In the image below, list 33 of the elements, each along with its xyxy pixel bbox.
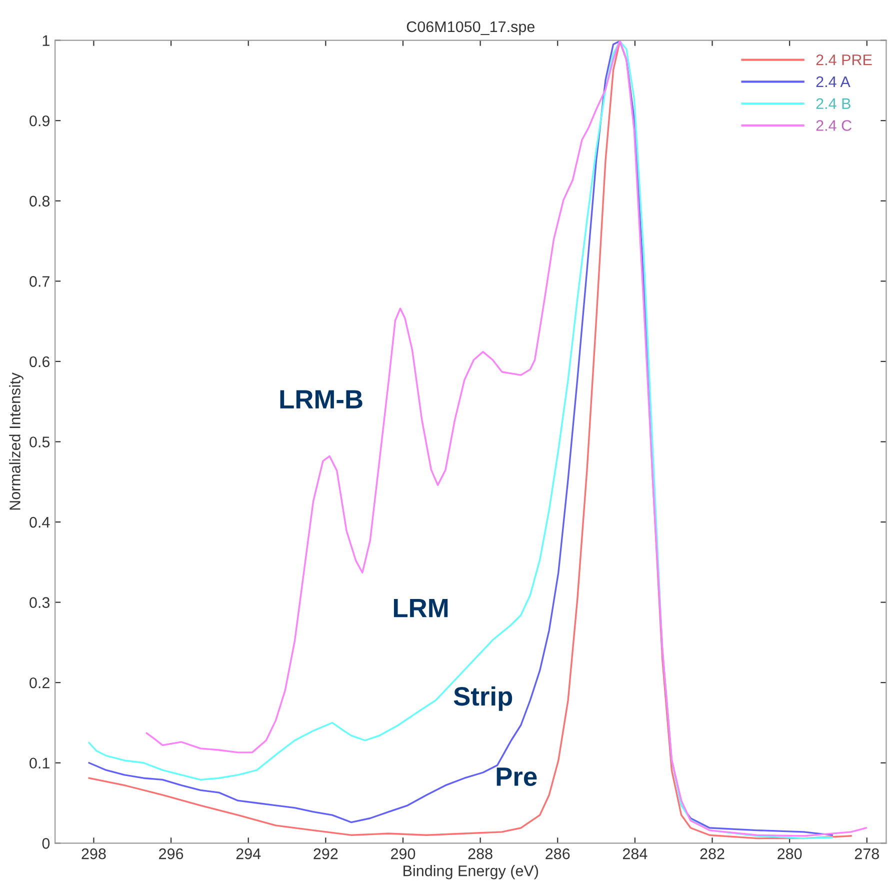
y-tick-label: 0.2 <box>30 677 50 688</box>
y-tick-label: 0 <box>42 838 50 849</box>
x-tick-label: 282 <box>700 848 724 860</box>
x-tick-label: 296 <box>159 848 184 860</box>
y-tick-label: 0.8 <box>30 196 50 207</box>
y-tick-label: 0.5 <box>30 436 50 448</box>
x-tick-label: 298 <box>82 848 106 860</box>
x-tick-label: 294 <box>236 848 261 860</box>
annotation: LRM <box>394 598 448 618</box>
chart-title: C06M1050_17.spe <box>406 21 535 36</box>
x-tick-label: 292 <box>314 848 338 860</box>
x-tick-label: 288 <box>468 848 492 860</box>
legend-label: 2.4 C <box>816 120 852 131</box>
y-axis-title: Normalized Intensity <box>9 372 24 510</box>
y-tick-label: 0.4 <box>30 516 50 528</box>
x-axis-title: Binding Energy (eV) <box>404 865 538 880</box>
y-tick-label: 0.6 <box>30 356 50 368</box>
y-tick-label: 0.7 <box>30 276 50 287</box>
x-tick-label: 280 <box>778 848 802 860</box>
annotation: Pre <box>496 768 537 786</box>
x-tick-label: 284 <box>622 848 648 860</box>
x-tick-label: 286 <box>546 848 570 860</box>
y-tick-label: 0.3 <box>30 597 50 608</box>
x-tick-label: 278 <box>854 848 879 860</box>
annotation: Strip <box>454 686 512 711</box>
annotation: LRM-B <box>280 390 362 408</box>
y-tick-label: 1 <box>42 35 50 46</box>
legend-label: 2.4 A <box>816 76 850 88</box>
y-tick-label: 0.1 <box>30 758 50 769</box>
x-tick-label: 290 <box>391 848 416 860</box>
y-tick-label: 0.9 <box>30 115 50 126</box>
legend-label: 2.4 B <box>816 98 850 109</box>
legend-label: 2.4 PRE <box>816 54 872 66</box>
